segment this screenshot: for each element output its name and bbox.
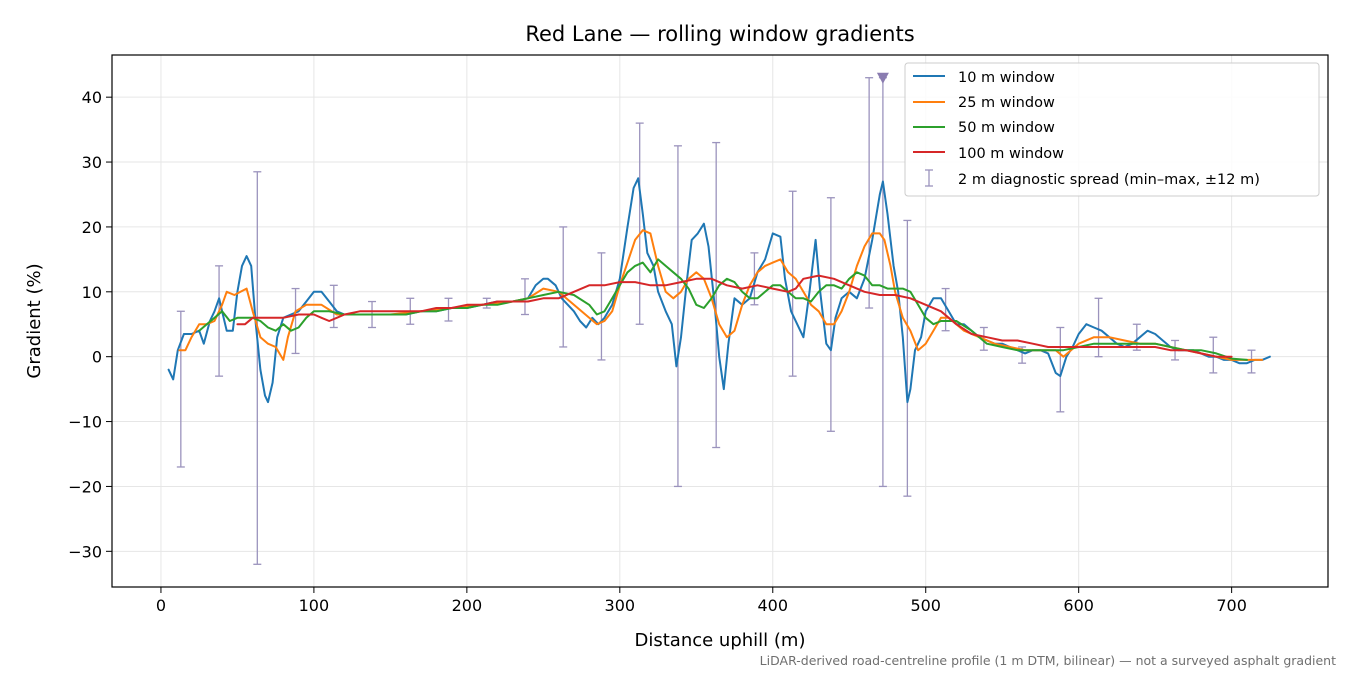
spread-bar <box>878 77 887 488</box>
x-tick-label: 200 <box>452 596 483 615</box>
y-tick-label: 40 <box>82 88 102 107</box>
legend: 10 m window 25 m window 50 m window 100 … <box>904 62 1320 197</box>
legend-box <box>904 62 1320 197</box>
diagnostic-spread-bars <box>176 72 1256 565</box>
x-axis-label: Distance uphill (m) <box>635 630 806 651</box>
spread-bar <box>1056 326 1065 413</box>
plot-frame <box>111 54 1329 588</box>
spread-bar <box>826 197 835 432</box>
series-line-3 <box>236 274 1233 358</box>
chart-title: Red Lane — rolling window gradients <box>525 22 914 46</box>
y-tick-label: −30 <box>68 542 102 561</box>
spread-bar <box>559 226 568 348</box>
series-line-1 <box>178 229 1264 361</box>
spread-bar <box>865 77 874 309</box>
spread-bar <box>253 171 262 565</box>
legend-label-25m: 25 m window <box>958 95 1055 111</box>
spread-bar <box>597 252 606 361</box>
legend-label-spread: 2 m diagnostic spread (min–max, ±12 m) <box>958 172 1260 188</box>
series-lines <box>167 177 1271 404</box>
footnote: LiDAR-derived road-centreline profile (1… <box>760 653 1336 668</box>
y-tick-label: −10 <box>68 413 102 432</box>
x-tick-label: 300 <box>605 596 636 615</box>
spread-bar <box>635 122 644 325</box>
y-axis-ticks: −30 −20 −10 0 10 20 30 40 <box>68 88 112 561</box>
spread-bar <box>673 145 682 488</box>
x-tick-label: 500 <box>910 596 941 615</box>
x-tick-label: 0 <box>156 596 166 615</box>
legend-label-100m: 100 m window <box>958 146 1064 162</box>
spread-bar <box>788 190 797 377</box>
y-tick-label: 20 <box>82 218 102 237</box>
spread-bar <box>520 278 529 316</box>
legend-swatch-spread <box>925 169 933 187</box>
spread-bar <box>903 219 912 497</box>
y-axis-label: Gradient (%) <box>24 263 45 378</box>
y-tick-label: −20 <box>68 477 102 496</box>
spread-bar <box>176 310 185 468</box>
y-tick-label: 0 <box>92 348 102 367</box>
y-tick-label: 10 <box>82 283 102 302</box>
spread-bar <box>215 265 224 377</box>
clipped-marker <box>876 72 889 84</box>
series-line-2 <box>198 258 1248 361</box>
legend-label-10m: 10 m window <box>958 70 1055 86</box>
x-tick-label: 700 <box>1216 596 1247 615</box>
spread-bar <box>941 287 950 332</box>
x-tick-label: 400 <box>757 596 788 615</box>
x-axis-ticks: 0 100 200 300 400 500 600 700 <box>156 587 1247 615</box>
spread-bar <box>712 141 721 449</box>
spread-bar <box>1132 323 1141 351</box>
x-tick-label: 600 <box>1063 596 1094 615</box>
y-tick-label: 30 <box>82 153 102 172</box>
legend-label-50m: 50 m window <box>958 120 1055 136</box>
x-tick-label: 100 <box>299 596 330 615</box>
spread-bar <box>291 287 300 355</box>
